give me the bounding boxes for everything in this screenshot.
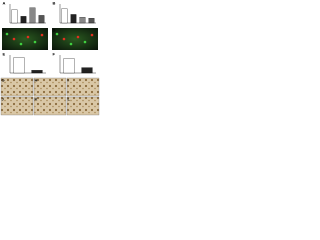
histology-image xyxy=(0,96,34,116)
panel-label: K xyxy=(35,97,38,102)
histology-image xyxy=(66,77,100,97)
cell-signal xyxy=(76,35,80,39)
bar xyxy=(88,18,95,24)
cell-signal xyxy=(5,32,9,36)
bar xyxy=(61,8,68,24)
panel-label: D xyxy=(53,28,56,33)
cell-signal xyxy=(26,35,30,39)
bar xyxy=(13,57,25,74)
bar xyxy=(38,15,45,24)
fluorescence-image xyxy=(52,28,98,50)
panel-label: H xyxy=(35,78,38,83)
bar xyxy=(81,67,93,74)
bar xyxy=(29,7,36,24)
cell-signal xyxy=(69,42,73,46)
cell-signal xyxy=(40,33,44,37)
bar xyxy=(11,9,18,24)
histology-image xyxy=(33,96,67,116)
cell-signal xyxy=(19,42,23,46)
bar xyxy=(79,17,86,24)
panel-label: J xyxy=(2,97,4,102)
histology-image xyxy=(33,77,67,97)
panel-label: A xyxy=(3,1,6,6)
cell-signal xyxy=(90,33,94,37)
cell-signal xyxy=(62,37,66,41)
panel-label: L xyxy=(68,97,71,102)
cell-signal xyxy=(12,37,16,41)
panel-label: G xyxy=(2,78,5,83)
panel-label: B xyxy=(53,1,56,6)
bar xyxy=(63,58,75,74)
cell-signal xyxy=(55,32,59,36)
figure: A B C D E F G H I J K L xyxy=(0,1,100,116)
bar xyxy=(70,14,77,24)
bar xyxy=(20,16,27,24)
panel-label: F xyxy=(53,52,56,57)
cell-signal xyxy=(33,40,37,44)
panel-label: I xyxy=(68,78,69,83)
histology-image xyxy=(0,77,34,97)
histology-image xyxy=(66,96,100,116)
panel-label: C xyxy=(3,28,6,33)
bar xyxy=(31,70,43,74)
panel-label: E xyxy=(3,52,6,57)
fluorescence-image xyxy=(2,28,48,50)
cell-signal xyxy=(83,40,87,44)
